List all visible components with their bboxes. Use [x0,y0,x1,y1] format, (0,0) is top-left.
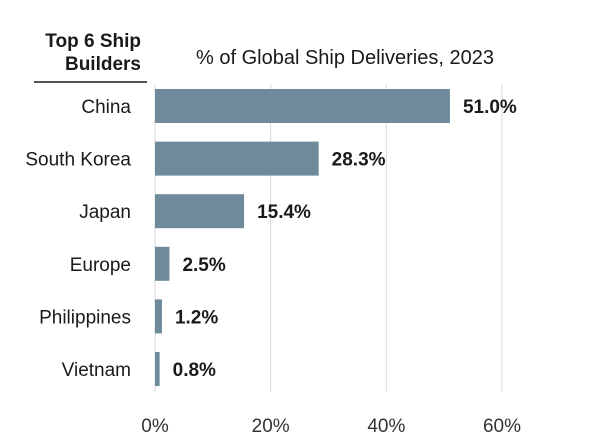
bar [155,246,170,281]
x-tick-label: 40% [367,416,405,437]
value-label: 1.2% [175,307,218,328]
x-tick-label: 0% [141,416,169,437]
chart-title: % of Global Ship Deliveries, 2023 [196,47,494,69]
category-label: Japan [79,202,131,223]
bar [155,194,245,229]
category-label: China [81,97,131,118]
value-label: 15.4% [257,202,311,223]
category-label: South Korea [25,150,131,171]
labels: 0% 20% 40% 60% China 51.0% South Korea 28.3% Jap… [25,97,521,437]
value-label: 2.5% [182,255,225,276]
bar [155,299,162,334]
bars [155,89,450,386]
category-header-line-2: Builders [65,54,141,75]
category-header-line-1: Top 6 Ship [45,31,141,52]
bar [155,89,450,123]
bar [155,352,160,386]
x-tick-label: 60% [483,416,521,437]
value-label: 28.3% [332,150,386,171]
gridlines [154,84,503,392]
category-label: Europe [70,255,131,276]
bar [155,141,319,176]
value-label: 0.8% [173,360,216,381]
category-label: Vietnam [62,360,131,381]
value-label: 51.0% [463,97,517,118]
category-label: Philippines [39,307,131,328]
x-tick-label: 20% [252,416,290,437]
